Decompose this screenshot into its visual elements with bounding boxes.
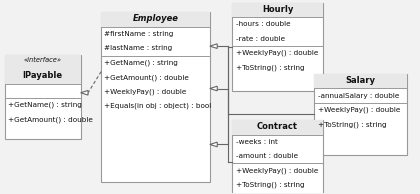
Text: -annualSalary : double: -annualSalary : double <box>318 93 399 99</box>
Text: Salary: Salary <box>346 76 375 85</box>
Bar <box>5 55 81 139</box>
Polygon shape <box>210 86 217 91</box>
Text: #firstName : string: #firstName : string <box>105 31 174 37</box>
Polygon shape <box>210 142 217 147</box>
Text: +ToString() : string: +ToString() : string <box>318 121 386 128</box>
Text: +GetName() : string: +GetName() : string <box>105 60 178 66</box>
Bar <box>5 55 81 84</box>
Text: +GetAmount() : double: +GetAmount() : double <box>105 74 189 81</box>
Text: «interface»: «interface» <box>24 57 62 63</box>
Text: +ToString() : string: +ToString() : string <box>236 64 304 71</box>
Text: +WeeklyPay() : double: +WeeklyPay() : double <box>105 88 187 95</box>
Text: +Equals(in obj : object) : bool: +Equals(in obj : object) : bool <box>105 103 212 109</box>
Bar <box>232 3 323 17</box>
Text: -amount : double: -amount : double <box>236 153 298 159</box>
Bar <box>101 12 210 27</box>
Text: +WeeklyPay() : double: +WeeklyPay() : double <box>236 167 318 174</box>
Bar <box>232 3 323 91</box>
Bar <box>315 74 407 88</box>
Text: Hourly: Hourly <box>262 5 293 14</box>
Text: -weeks : int: -weeks : int <box>236 139 278 145</box>
Text: +WeeklyPay() : double: +WeeklyPay() : double <box>318 107 400 113</box>
Text: IPayable: IPayable <box>23 71 63 80</box>
Text: +GetName() : string: +GetName() : string <box>8 102 82 108</box>
Text: Employee: Employee <box>133 14 178 23</box>
Text: +WeeklyPay() : double: +WeeklyPay() : double <box>236 50 318 56</box>
Text: #lastName : string: #lastName : string <box>105 45 173 51</box>
Polygon shape <box>81 90 88 95</box>
Text: Contract: Contract <box>257 122 298 131</box>
Text: +GetAmount() : double: +GetAmount() : double <box>8 116 93 123</box>
Bar <box>315 74 407 155</box>
Polygon shape <box>210 44 217 48</box>
Bar <box>232 120 323 194</box>
Text: -rate : double: -rate : double <box>236 36 285 42</box>
Bar <box>232 120 323 135</box>
Bar <box>101 12 210 182</box>
Text: -hours : double: -hours : double <box>236 21 290 27</box>
Text: +ToString() : string: +ToString() : string <box>236 182 304 188</box>
